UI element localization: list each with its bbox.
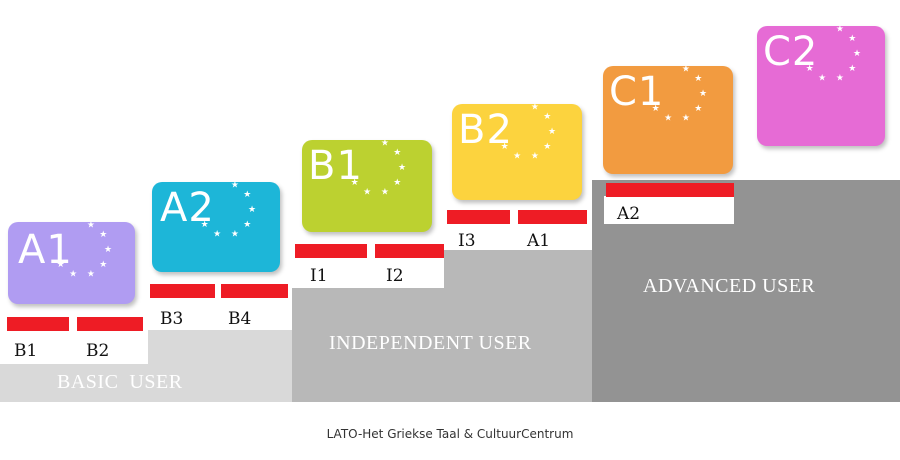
bar-a1	[518, 210, 587, 224]
star-icon: ★	[848, 33, 856, 43]
star-icon: ★	[243, 219, 251, 229]
code-a1: A1	[527, 231, 551, 251]
code-i2: I2	[386, 266, 404, 286]
code-i3: I3	[458, 231, 476, 251]
star-icon: ★	[393, 147, 401, 157]
eu-stars-icon: ★ ★ ★ ★ ★ ★ ★	[652, 66, 707, 122]
star-icon: ★	[231, 228, 239, 238]
level-label-a1: A1	[18, 227, 73, 273]
group-label-basic: BASIC USER	[57, 371, 183, 393]
bar-b3	[150, 284, 215, 298]
star-icon: ★	[699, 88, 707, 98]
star-icon: ★	[87, 268, 95, 278]
basic-upper-panel	[148, 298, 292, 330]
star-icon: ★	[682, 112, 690, 122]
level-label-b1: B1	[308, 143, 363, 189]
star-icon: ★	[682, 66, 690, 74]
star-icon: ★	[87, 222, 95, 230]
star-icon: ★	[99, 229, 107, 239]
star-icon: ★	[853, 48, 861, 58]
level-label-c1: C1	[609, 69, 665, 115]
star-icon: ★	[548, 126, 556, 136]
level-card-a2: A2 ★ ★ ★ ★ ★ ★ ★	[152, 182, 280, 272]
group-label-independent: INDEPENDENT USER	[329, 332, 532, 354]
level-card-b2: B2 ★ ★ ★ ★ ★ ★ ★	[452, 104, 582, 200]
star-icon: ★	[351, 177, 359, 187]
bar-a2	[606, 183, 734, 197]
level-label-c2: C2	[763, 29, 819, 75]
level-card-c2: C2 ★ ★ ★ ★ ★ ★ ★	[757, 26, 885, 146]
bar-b2	[77, 317, 143, 331]
star-icon: ★	[836, 72, 844, 82]
code-i1: I1	[310, 266, 328, 286]
level-card-b1: B1 ★ ★ ★ ★ ★ ★ ★	[302, 140, 432, 232]
level-label-b2: B2	[458, 107, 513, 153]
star-icon: ★	[393, 177, 401, 187]
star-icon: ★	[104, 244, 112, 254]
eu-stars-icon: ★ ★ ★ ★ ★ ★ ★	[351, 140, 406, 196]
code-b1: B1	[14, 341, 38, 361]
star-icon: ★	[818, 72, 826, 82]
bar-i1	[295, 244, 367, 258]
star-icon: ★	[531, 104, 539, 112]
bar-i3	[447, 210, 510, 224]
star-icon: ★	[694, 103, 702, 113]
star-icon: ★	[69, 268, 77, 278]
star-icon: ★	[99, 259, 107, 269]
star-icon: ★	[243, 189, 251, 199]
star-icon: ★	[806, 63, 814, 73]
star-icon: ★	[664, 112, 672, 122]
eu-stars-icon: ★ ★ ★ ★ ★ ★ ★	[201, 182, 256, 238]
star-icon: ★	[248, 204, 256, 214]
group-label-advanced: ADVANCED USER	[643, 275, 816, 297]
eu-stars-icon: ★ ★ ★ ★ ★ ★ ★	[57, 222, 112, 278]
star-icon: ★	[543, 141, 551, 151]
star-icon: ★	[201, 219, 209, 229]
bar-b1	[7, 317, 69, 331]
star-icon: ★	[848, 63, 856, 73]
star-icon: ★	[513, 150, 521, 160]
code-b4: B4	[228, 309, 252, 329]
code-b2: B2	[86, 341, 110, 361]
level-card-c1: C1 ★ ★ ★ ★ ★ ★ ★	[603, 66, 733, 174]
eu-stars-icon: ★ ★ ★ ★ ★ ★ ★	[806, 26, 861, 82]
star-icon: ★	[363, 186, 371, 196]
star-icon: ★	[543, 111, 551, 121]
star-icon: ★	[531, 150, 539, 160]
advanced-code-panel	[604, 196, 734, 224]
footer-credit: LATO-Het Griekse Taal & CultuurCentrum	[326, 427, 574, 441]
star-icon: ★	[231, 182, 239, 190]
bar-i2	[375, 244, 444, 258]
star-icon: ★	[398, 162, 406, 172]
star-icon: ★	[501, 141, 509, 151]
code-a2: A2	[617, 204, 641, 224]
star-icon: ★	[836, 26, 844, 34]
star-icon: ★	[381, 186, 389, 196]
level-label-a2: A2	[160, 185, 215, 231]
code-b3: B3	[160, 309, 184, 329]
star-icon: ★	[213, 228, 221, 238]
star-icon: ★	[652, 103, 660, 113]
bar-b4	[221, 284, 288, 298]
star-icon: ★	[57, 259, 65, 269]
level-card-a1: A1 ★ ★ ★ ★ ★ ★ ★	[8, 222, 135, 304]
star-icon: ★	[381, 140, 389, 148]
star-icon: ★	[694, 73, 702, 83]
eu-stars-icon: ★ ★ ★ ★ ★ ★ ★	[501, 104, 556, 160]
